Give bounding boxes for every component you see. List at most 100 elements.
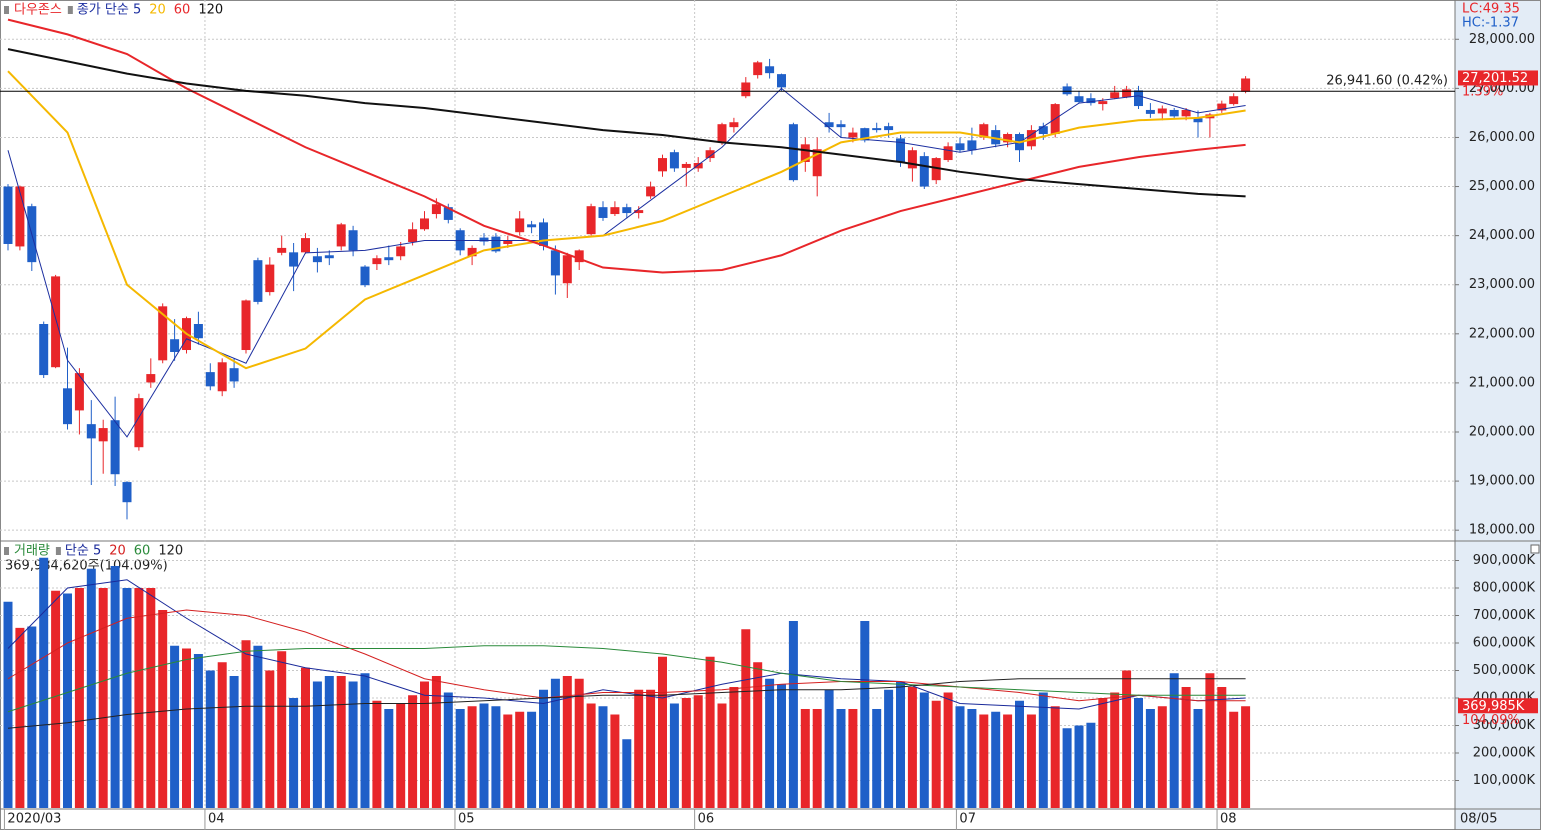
candle-body xyxy=(229,368,239,382)
volume-bar xyxy=(134,587,144,808)
y-tick-label: 26,000.00 xyxy=(1469,130,1535,145)
volume-bar xyxy=(384,708,394,808)
candle-body xyxy=(848,132,858,138)
volume-bar xyxy=(1015,700,1024,808)
hc-label: HC:-1.37 xyxy=(1462,16,1519,31)
y-tick-label: 25,000.00 xyxy=(1469,179,1535,194)
volume-bar xyxy=(777,684,786,808)
volume-bar xyxy=(503,714,513,808)
candle-body xyxy=(193,324,203,339)
volume-bar xyxy=(562,675,572,808)
volume-bar xyxy=(479,703,489,808)
moving-average xyxy=(7,70,1246,370)
volume-bar xyxy=(396,703,406,808)
y-tick-label: 28,000.00 xyxy=(1469,32,1535,47)
last-volume-box xyxy=(1458,698,1538,714)
candle-body xyxy=(1074,96,1084,103)
candle-body xyxy=(1086,98,1096,104)
volume-bar xyxy=(717,703,727,808)
candle-body xyxy=(1217,103,1227,111)
candle-body xyxy=(134,398,144,448)
volume-bar xyxy=(1169,673,1179,808)
moving-average xyxy=(7,87,1246,438)
candle-body xyxy=(277,247,287,253)
volume-bar xyxy=(991,711,1001,808)
volume-bar xyxy=(1050,706,1060,808)
candle-body xyxy=(39,324,49,376)
volume-bar xyxy=(443,692,453,808)
volume-bar xyxy=(646,689,656,808)
volume-bar xyxy=(848,708,858,808)
volume-bar xyxy=(253,645,263,808)
legend-entry: 20 xyxy=(149,3,166,18)
last-date: 08/05 xyxy=(1460,812,1497,827)
volume-bar xyxy=(1157,706,1167,808)
volume-bar xyxy=(943,692,953,808)
volume-bar xyxy=(955,706,965,808)
y-tick-label: 200,000K xyxy=(1473,745,1536,760)
y-tick-label: 100,000K xyxy=(1473,773,1536,788)
volume-bar xyxy=(336,675,346,808)
volume-bar xyxy=(800,708,810,808)
candle-body xyxy=(336,224,346,247)
candle-body xyxy=(1169,109,1179,117)
volume-bar xyxy=(1193,708,1203,808)
y-tick-label: 22,000.00 xyxy=(1469,326,1535,341)
candle-body xyxy=(1181,109,1191,117)
panel-button[interactable] xyxy=(1530,544,1540,554)
candle-body xyxy=(1122,89,1132,98)
legend-entry: 20 xyxy=(109,544,126,559)
volume-bar xyxy=(277,651,287,808)
ratio-label: 104.09% xyxy=(1462,713,1520,728)
candle-body xyxy=(74,373,84,411)
volume-bar xyxy=(63,593,72,808)
legend-entry: 60 xyxy=(174,3,191,18)
candle-body xyxy=(1003,134,1013,143)
volume-bar xyxy=(289,697,299,808)
candle-body xyxy=(348,230,358,251)
candle-body xyxy=(217,362,227,392)
candle-body xyxy=(1134,90,1143,107)
legend-entry: 단순 5 xyxy=(65,544,101,559)
volume-bar xyxy=(872,708,882,808)
candle-body xyxy=(515,218,525,233)
candle-body xyxy=(550,250,560,276)
candle-body xyxy=(1110,92,1120,99)
y-tick-label: 24,000.00 xyxy=(1469,228,1535,243)
volume-bar xyxy=(681,697,691,808)
candle-body xyxy=(1229,96,1239,105)
volume-bar xyxy=(182,648,191,808)
volume-bar xyxy=(408,695,418,808)
candle-body xyxy=(301,238,310,253)
candle-body xyxy=(979,124,989,138)
volume-bar xyxy=(372,700,382,808)
candle-body xyxy=(598,207,608,218)
candle-body xyxy=(372,258,382,265)
volume-bar xyxy=(455,708,465,808)
candle-body xyxy=(991,130,1001,145)
candle-body xyxy=(800,144,810,162)
volume-bar xyxy=(1074,725,1084,808)
y-tick-label: 600,000K xyxy=(1473,635,1536,650)
volume-bar xyxy=(3,601,13,808)
last-price-label: 27,201.52 xyxy=(1462,71,1528,86)
candle-body xyxy=(527,224,537,228)
volume-bar xyxy=(1062,728,1072,808)
axis-background xyxy=(1455,0,1541,830)
candle-body xyxy=(872,128,882,131)
candle-body xyxy=(170,339,180,352)
candle-body xyxy=(955,143,965,151)
volume-bar xyxy=(193,653,203,808)
legend-icon xyxy=(4,547,9,555)
volume-bar xyxy=(658,656,667,808)
volume-bar xyxy=(907,686,917,808)
candle-body xyxy=(777,74,786,88)
x-tick-label: 06 xyxy=(698,812,715,827)
legend-entry: 120 xyxy=(158,544,183,559)
volume-bar xyxy=(824,689,834,808)
volume-bar xyxy=(705,656,715,808)
candle-body xyxy=(539,222,548,246)
legend-title: 다우존스 xyxy=(14,3,62,18)
candle-body xyxy=(443,207,453,220)
candle-body xyxy=(420,218,429,230)
